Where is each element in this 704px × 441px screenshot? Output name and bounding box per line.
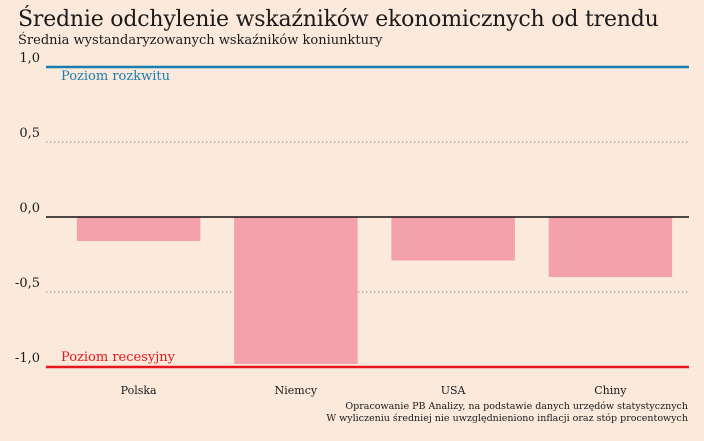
x-tick-label: Niemcy: [275, 384, 318, 397]
chart-title: Średnie odchylenie wskaźników ekonomiczn…: [18, 7, 659, 32]
y-tick-label: 0,5: [19, 126, 40, 141]
bar-chiny: [548, 217, 673, 277]
recession-level-label: Poziom recesyjny: [61, 350, 176, 365]
y-tick-label: 0,0: [19, 201, 40, 216]
boom-level-label: Poziom rozkwitu: [61, 69, 170, 84]
x-tick-label: Polska: [121, 384, 157, 397]
x-tick-label: USA: [441, 384, 467, 397]
y-tick-label: -1,0: [15, 351, 40, 366]
x-tick-label: Chiny: [594, 384, 627, 397]
y-tick-label: -0,5: [15, 276, 40, 291]
bar-niemcy: [234, 217, 358, 364]
bar-usa: [391, 217, 515, 261]
chart-subtitle: Średnia wystandaryzowanych wskaźników ko…: [18, 33, 383, 48]
methodology-note: W wyliczeniu średniej nie uwzględnienion…: [326, 413, 688, 424]
bar-polska: [76, 217, 201, 241]
source-note: Opracowanie PB Analizy, na podstawie dan…: [345, 401, 688, 412]
y-tick-label: 1,0: [19, 51, 40, 66]
chart-footer: Opracowanie PB Analizy, na podstawie dan…: [326, 401, 688, 425]
